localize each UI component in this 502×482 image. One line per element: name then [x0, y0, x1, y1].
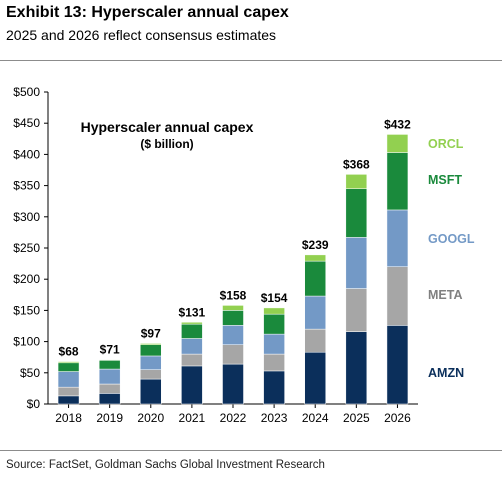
- legend: AMZN META GOOGL MSFT ORCL: [428, 137, 475, 380]
- y-tick-label: $0: [27, 397, 41, 411]
- bar-segment-msft: [98, 360, 121, 370]
- y-tick-label: $50: [20, 366, 40, 380]
- bar-segment-meta: [263, 353, 285, 372]
- bar-segment-orcl: [386, 134, 409, 153]
- bar-segment-googl: [386, 209, 409, 267]
- bar-segment-googl: [222, 325, 244, 345]
- x-tick-label: 2022: [220, 411, 247, 425]
- legend-label-orcl: ORCL: [428, 137, 464, 151]
- bar-segment-msft: [304, 260, 326, 297]
- bar-segment-msft: [222, 310, 244, 326]
- bar-segment-amzn: [345, 331, 368, 405]
- bar-segment-meta: [386, 266, 409, 326]
- chart-subtitle: ($ billion): [140, 137, 193, 151]
- bar-segment-meta: [57, 386, 80, 397]
- y-tick-label: $300: [13, 210, 40, 224]
- bar-segment-amzn: [386, 325, 409, 405]
- bar-total-label: $97: [141, 326, 161, 340]
- bar-segment-msft: [345, 188, 368, 238]
- bar-segment-googl: [263, 333, 285, 355]
- bar-total-label: $368: [343, 157, 370, 171]
- bar-segment-amzn: [57, 395, 80, 405]
- bar-segment-googl: [140, 355, 162, 370]
- labels-layer: $68 2018 $71 2019 $97 2020 $131 2021 $158 2022 $15…: [55, 117, 411, 425]
- bar-segment-orcl: [222, 305, 244, 311]
- chart-title: Hyperscaler annual capex: [81, 119, 254, 135]
- bar-segment-amzn: [140, 378, 162, 405]
- x-tick-label: 2020: [137, 411, 164, 425]
- bar-segment-amzn: [181, 365, 203, 405]
- bar-segment-amzn: [98, 393, 121, 405]
- bar-segment-meta: [140, 369, 162, 380]
- bar-segment-msft: [57, 362, 80, 372]
- y-tick-label: $100: [13, 335, 40, 349]
- legend-label-meta: META: [428, 288, 463, 302]
- bar-segment-orcl: [263, 307, 285, 315]
- bar-segment-amzn: [304, 351, 326, 405]
- y-tick-label: $450: [13, 116, 40, 130]
- bar-segment-msft: [181, 323, 203, 339]
- x-tick-label: 2021: [179, 411, 206, 425]
- bar-total-label: $239: [302, 238, 329, 252]
- bar-total-label: $432: [384, 117, 411, 131]
- bar-segment-meta: [98, 383, 121, 394]
- bar-segment-orcl: [98, 359, 121, 361]
- bar-segment-meta: [222, 344, 244, 365]
- bar-segment-googl: [304, 295, 326, 330]
- bar-segment-orcl: [140, 343, 162, 345]
- legend-label-msft: MSFT: [428, 173, 462, 187]
- y-tick-label: $200: [13, 272, 40, 286]
- header-divider: [0, 60, 502, 61]
- bar-total-label: $131: [179, 305, 206, 319]
- bar-segment-googl: [57, 371, 80, 388]
- bar-total-label: $154: [261, 291, 288, 305]
- bar-segment-amzn: [222, 363, 244, 405]
- bar-segment-orcl: [304, 254, 326, 262]
- bar-total-label: $158: [220, 288, 247, 302]
- footer-divider: [0, 450, 502, 451]
- bars-layer: [57, 134, 409, 405]
- bar-segment-googl: [345, 237, 368, 289]
- bar-total-label: $68: [59, 345, 79, 359]
- x-tick-label: 2023: [261, 411, 288, 425]
- bar-segment-meta: [181, 353, 203, 367]
- bar-segment-googl: [98, 368, 121, 385]
- legend-label-amzn: AMZN: [428, 366, 464, 380]
- exhibit-subtitle: 2025 and 2026 reflect consensus estimate…: [6, 27, 277, 43]
- bar-segment-orcl: [181, 322, 203, 325]
- x-tick-label: 2025: [343, 411, 370, 425]
- x-tick-label: 2018: [55, 411, 82, 425]
- bar-segment-msft: [140, 344, 162, 357]
- bar-segment-googl: [181, 338, 203, 355]
- bar-segment-msft: [386, 152, 409, 211]
- exhibit-title: Exhibit 13: Hyperscaler annual capex: [6, 4, 289, 21]
- legend-label-googl: GOOGL: [428, 232, 475, 246]
- y-tick-label: $250: [13, 241, 40, 255]
- y-tick-label: $500: [13, 85, 40, 99]
- source-note: Source: FactSet, Goldman Sachs Global In…: [6, 459, 325, 471]
- y-tick-label: $350: [13, 179, 40, 193]
- bar-segment-msft: [263, 313, 285, 335]
- x-tick-label: 2019: [96, 411, 123, 425]
- bar-segment-meta: [345, 288, 368, 332]
- x-tick-label: 2024: [302, 411, 329, 425]
- bar-segment-orcl: [57, 361, 80, 364]
- bar-segment-meta: [304, 328, 326, 353]
- bar-segment-orcl: [345, 174, 368, 189]
- bar-total-label: $71: [100, 343, 120, 357]
- x-tick-label: 2026: [384, 411, 411, 425]
- bar-segment-amzn: [263, 370, 285, 405]
- y-tick-label: $400: [13, 147, 40, 161]
- y-tick-label: $150: [13, 303, 40, 317]
